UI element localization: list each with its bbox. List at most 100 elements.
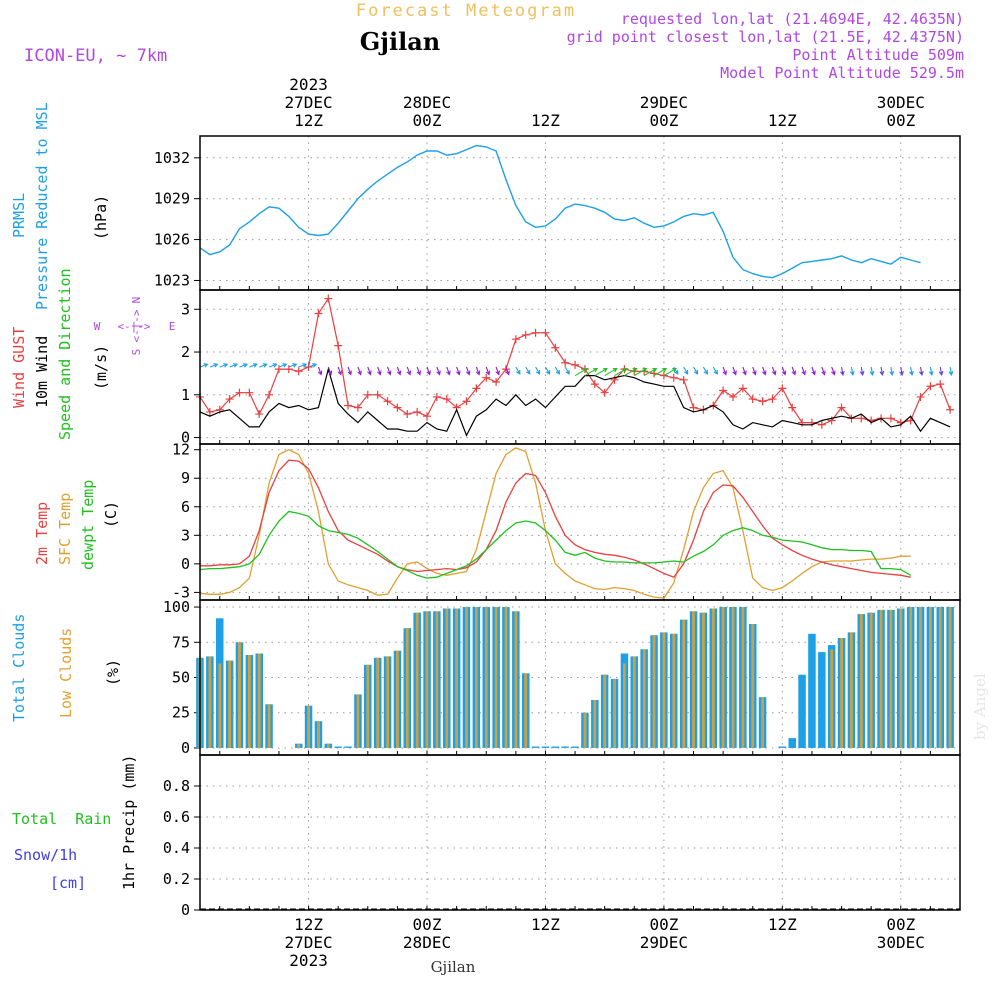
- ytick-label: 50: [172, 669, 190, 687]
- pressure-line: [199, 144, 921, 279]
- bottom-time-label: 29DEC: [640, 933, 688, 952]
- total-cloud-bar: [541, 746, 550, 748]
- low-cloud-bar: [929, 607, 932, 748]
- panel-frame: [199, 754, 961, 911]
- gust-point: [255, 410, 264, 419]
- low-cloud-bar: [840, 638, 843, 748]
- low-cloud-bar: [642, 649, 646, 748]
- gust-point: [659, 371, 668, 380]
- wind-direction-arrow: [564, 366, 570, 375]
- gust-point: [857, 414, 866, 423]
- low-cloud-bar: [455, 608, 458, 748]
- wind-direction-arrow: [918, 366, 924, 377]
- total-cloud-bar: [344, 746, 352, 748]
- low-cloud-bar: [248, 655, 251, 748]
- gust-point: [669, 373, 678, 382]
- low-cloud-bar: [396, 650, 399, 748]
- low-cloud-bar: [475, 607, 478, 748]
- gust-label: Wind GUST: [10, 327, 28, 408]
- precip-labels: Total Rain Snow/1h [cm] 1hr Precip (mm): [12, 755, 138, 892]
- bottom-time-label: 27DEC: [284, 933, 332, 952]
- wind-direction-arrow: [801, 366, 806, 376]
- gust-point: [393, 403, 402, 412]
- temp2m-line: [200, 459, 911, 578]
- low-cloud-bar: [494, 607, 498, 748]
- snow-label: Snow/1h: [14, 846, 77, 864]
- low-cloud-bar: [386, 656, 389, 748]
- gust-point: [679, 375, 688, 384]
- prmsl-label: PRMSL: [10, 193, 28, 238]
- temperature-panel: -3 0 3 6 9 12: [172, 441, 961, 601]
- gust-point: [363, 390, 372, 399]
- low-cloud-bar: [445, 608, 449, 748]
- low-cloud-bar: [741, 607, 745, 748]
- ytick-label: 75: [172, 633, 190, 651]
- wind-labels: Wind GUST 10m Wind Speed and Direction (…: [10, 268, 175, 440]
- gust-point: [600, 388, 609, 397]
- low-cloud-bar: [889, 609, 893, 748]
- low-cloud-bar: [919, 607, 922, 748]
- wind-direction-arrow: [752, 366, 757, 376]
- compass-axis: <-|->: [130, 309, 143, 342]
- gust-point: [442, 395, 451, 404]
- wind-direction-arrow: [831, 366, 836, 376]
- wind-direction-arrow: [663, 367, 678, 377]
- total-cloud-bar: [551, 746, 560, 748]
- gust-point: [432, 392, 441, 401]
- gust-point: [926, 382, 935, 391]
- gust-point: [294, 367, 303, 376]
- gust-point: [423, 412, 432, 421]
- gust-point: [413, 407, 422, 416]
- gust-point: [531, 328, 540, 337]
- low-cloud-bar: [484, 607, 488, 748]
- ytick-label: 25: [172, 704, 190, 722]
- wind-direction-arrow: [475, 366, 481, 376]
- wind-direction-arrow: [327, 366, 333, 376]
- gust-point: [344, 401, 353, 410]
- footer-location: Gjilan: [431, 958, 476, 976]
- gust-point: [353, 403, 362, 412]
- gust-point: [837, 403, 846, 412]
- low-cloud-bar: [238, 642, 241, 748]
- low-cloud-bar: [682, 619, 686, 748]
- ytick-label: 0.6: [163, 808, 190, 826]
- gust-point: [936, 380, 945, 389]
- wind-speed-line: [199, 366, 951, 437]
- low-cloud-bar: [613, 678, 616, 748]
- wind-direction-arrow: [702, 366, 708, 375]
- panel-frame: [199, 599, 961, 756]
- bottom-time-label: 12Z: [294, 915, 323, 934]
- point-altitude: Point Altitude 509m: [792, 46, 964, 64]
- total-cloud-bar: [798, 674, 806, 748]
- low-cloud-bar: [514, 611, 518, 748]
- low-cloud-bar: [524, 673, 528, 748]
- gust-point: [551, 343, 560, 352]
- temp2m-label: 2m Temp: [33, 502, 51, 565]
- low-cloud-bar: [721, 607, 725, 748]
- pressure-panel: 1023 1026 1029 1032: [154, 135, 961, 291]
- panel-frame: [199, 135, 961, 291]
- model-altitude: Model Point Altitude 529.5m: [720, 64, 964, 82]
- low-cloud-bar: [761, 697, 764, 748]
- wind-direction-arrow: [791, 366, 797, 376]
- ytick-label: 6: [181, 498, 190, 516]
- ytick-label: 0.8: [163, 777, 190, 795]
- gust-point: [758, 397, 767, 406]
- panels-layer: 10231026102910320123-3036912025507510000…: [154, 135, 961, 919]
- gust-point: [265, 390, 274, 399]
- ytick-label: 2: [181, 343, 190, 361]
- compass-n: N: [130, 297, 143, 304]
- gust-point: [383, 397, 392, 406]
- low-cloud-bar: [326, 743, 330, 748]
- ytick-label: 0.4: [163, 839, 190, 857]
- wind-direction-arrow: [406, 366, 412, 376]
- low-clouds-label: Low Clouds: [57, 628, 75, 718]
- compass-rose: N S <-|-> W <-|-> E: [94, 297, 176, 356]
- low-cloud-bar: [909, 607, 913, 748]
- wind-direction-arrow: [899, 366, 904, 377]
- precip-units: 1hr Precip (mm): [120, 755, 138, 890]
- gust-point: [886, 414, 895, 423]
- low-cloud-bar: [672, 633, 676, 748]
- wind-direction-arrow: [495, 366, 500, 376]
